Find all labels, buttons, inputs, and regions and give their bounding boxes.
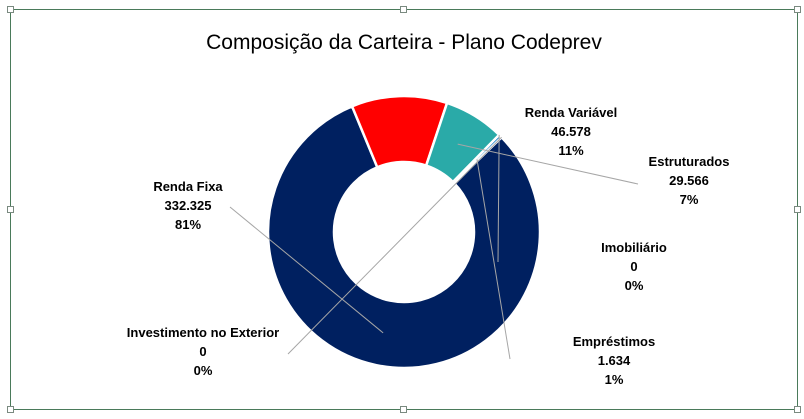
label-percent-renda-variavel: 11% [558, 143, 584, 158]
label-percent-investimento-no-exterior: 0% [194, 363, 213, 378]
label-name-renda-fixa: Renda Fixa [153, 179, 223, 194]
resize-handle-top[interactable] [400, 6, 407, 13]
label-percent-estruturados: 7% [680, 192, 699, 207]
resize-handle-left[interactable] [7, 206, 14, 213]
leader-lines [229, 134, 639, 360]
resize-handle-top-right[interactable] [794, 6, 801, 13]
resize-handle-bottom[interactable] [400, 406, 407, 413]
label-name-imobiliario: Imobiliário [601, 240, 667, 255]
slice-emprestimos [451, 133, 504, 185]
leader-line-emprestimos [476, 159, 511, 360]
resize-handle-right[interactable] [794, 206, 801, 213]
leader-line-investimento-no-exterior [287, 136, 502, 355]
label-name-estruturados: Estruturados [649, 154, 730, 169]
leader-line-renda-fixa [229, 206, 384, 334]
label-name-investimento-no-exterior: Investimento no Exterior [127, 325, 279, 340]
slice-renda-fixa [266, 104, 542, 370]
label-name-renda-variavel: Renda Variável [525, 105, 618, 120]
label-percent-renda-fixa: 81% [175, 217, 201, 232]
label-value-emprestimos: 1.634 [598, 353, 631, 368]
slices-layer [266, 94, 542, 370]
label-percent-emprestimos: 1% [605, 372, 624, 387]
resize-handle-bottom-right[interactable] [794, 406, 801, 413]
label-percent-imobiliario: 0% [625, 278, 644, 293]
leader-line-imobiliario [497, 134, 500, 263]
label-value-estruturados: 29.566 [669, 173, 709, 188]
data-labels: Renda Fixa 332.325 81% Renda Variável 46.578… [127, 105, 730, 387]
label-value-investimento-no-exterior: 0 [199, 344, 206, 359]
label-value-imobiliario: 0 [630, 259, 637, 274]
label-name-emprestimos: Empréstimos [573, 334, 655, 349]
resize-handle-top-left[interactable] [7, 6, 14, 13]
resize-handle-bottom-left[interactable] [7, 406, 14, 413]
label-value-renda-variavel: 46.578 [551, 124, 591, 139]
chart-title: Composição da Carteira - Plano Codeprev [206, 31, 602, 54]
label-value-renda-fixa: 332.325 [165, 198, 212, 213]
